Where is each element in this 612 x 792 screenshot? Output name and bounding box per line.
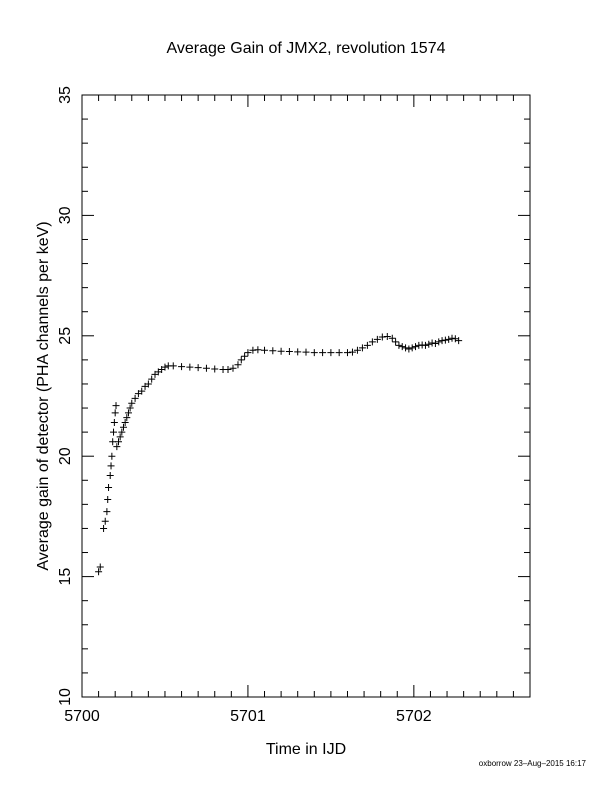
data-point [363, 341, 371, 349]
data-point [431, 340, 439, 348]
data-point [405, 345, 413, 353]
data-point [123, 414, 131, 422]
data-point [115, 438, 123, 446]
data-point [124, 409, 132, 417]
data-point [229, 364, 237, 372]
data-point [388, 334, 396, 342]
data-point [269, 347, 277, 355]
data-point [241, 352, 249, 360]
y-axis-tick-labels: 10 15 20 25 30 35 [57, 86, 74, 706]
data-point [392, 338, 400, 346]
y-tick-label: 15 [57, 568, 74, 586]
data-point [128, 399, 136, 407]
data-point [237, 356, 245, 364]
data-point [398, 343, 406, 351]
data-point [144, 380, 152, 388]
data-point [100, 524, 108, 532]
footer-credit: oxborrow 23–Aug–2015 16:17 [478, 759, 586, 768]
data-point [110, 428, 118, 436]
data-point [202, 364, 210, 372]
y-tick-label: 10 [57, 688, 74, 706]
data-point [441, 336, 449, 344]
x-axis-tick-labels: 5700 5701 5702 [64, 708, 432, 725]
data-point [310, 349, 318, 357]
data-point [451, 335, 459, 343]
data-point [373, 335, 381, 343]
data-point [169, 362, 177, 370]
y-axis-ticks [82, 94, 530, 698]
data-point [277, 347, 285, 355]
data-point [104, 496, 112, 504]
data-point [302, 348, 310, 356]
data-point [121, 418, 129, 426]
data-point [445, 335, 453, 343]
y-tick-label: 30 [57, 206, 74, 224]
y-tick-label: 35 [57, 86, 74, 104]
data-point [111, 409, 119, 417]
data-point [106, 471, 114, 479]
data-point [95, 568, 103, 576]
x-tick-label: 5700 [64, 708, 100, 725]
data-point [358, 344, 366, 352]
y-tick-label: 20 [57, 447, 74, 465]
y-axis-label: Average gain of detector (PHA channels p… [35, 221, 52, 570]
data-point [319, 349, 327, 357]
data-point [224, 366, 232, 374]
data-point [131, 394, 139, 402]
data-point [126, 404, 134, 412]
data-point [108, 452, 116, 460]
data-point [353, 346, 361, 354]
data-point [101, 517, 109, 525]
x-axis-label: Time in IJD [266, 741, 346, 758]
data-point [368, 338, 376, 346]
x-tick-label: 5702 [396, 708, 432, 725]
data-point [294, 348, 302, 356]
data-point [105, 484, 113, 492]
data-point [455, 337, 463, 345]
data-point [148, 375, 156, 383]
data-point [244, 349, 252, 357]
data-point [116, 433, 124, 441]
data-point [194, 364, 202, 372]
data-point [348, 348, 356, 356]
data-point [113, 443, 121, 451]
data-point [110, 418, 118, 426]
data-point [211, 365, 219, 373]
data-point [425, 340, 433, 348]
data-point [178, 363, 186, 371]
data-point [412, 343, 420, 351]
data-point [138, 387, 146, 395]
data-point [261, 346, 269, 354]
data-point [103, 508, 111, 516]
data-point [383, 333, 391, 341]
data-point [119, 423, 127, 431]
data-point [327, 349, 335, 357]
data-point [402, 344, 410, 352]
data-point [435, 338, 443, 346]
data-point [254, 346, 262, 354]
data-point [96, 563, 104, 571]
data-point [112, 402, 120, 410]
plot-frame [81, 94, 531, 698]
chart-title: Average Gain of JMX2, revolution 1574 [167, 40, 446, 57]
data-points [95, 333, 463, 576]
data-point [408, 344, 416, 352]
x-axis-ticks [81, 95, 531, 697]
x-tick-label: 5701 [230, 708, 266, 725]
data-point [234, 361, 242, 369]
data-point [186, 363, 194, 371]
data-point [421, 341, 429, 349]
data-point [395, 341, 403, 349]
data-point [335, 349, 343, 357]
data-point [107, 462, 115, 470]
y-tick-label: 25 [57, 327, 74, 345]
data-point [161, 363, 169, 371]
data-point [118, 428, 126, 436]
data-point [285, 347, 293, 355]
